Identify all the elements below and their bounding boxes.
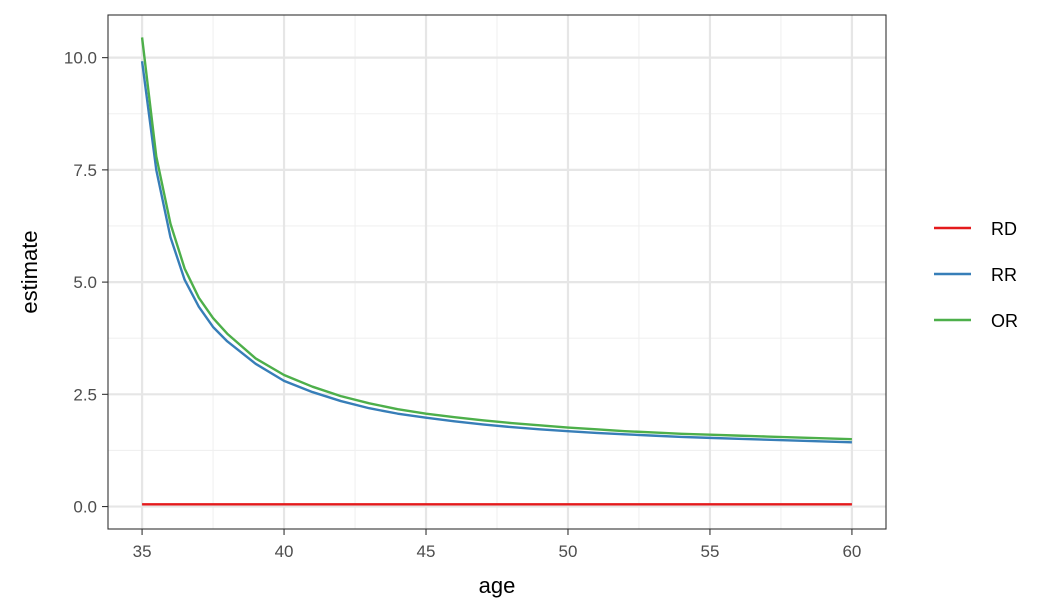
y-tick-label-0: 0.0 (73, 498, 97, 517)
x-tick-label-0: 35 (133, 542, 152, 561)
legend-item-rd: RD (934, 219, 1017, 239)
legend-item-rr: RR (934, 265, 1017, 285)
x-tick-label-1: 40 (275, 542, 294, 561)
x-axis-title: age (479, 573, 516, 598)
x-tick-label-3: 50 (559, 542, 578, 561)
x-tick-label-4: 55 (700, 542, 719, 561)
major-gridlines (108, 15, 886, 529)
series-lines (140, 37, 852, 506)
legend: RD RR OR (934, 219, 1018, 331)
legend-item-or: OR (934, 311, 1018, 331)
y-tick-label-1: 2.5 (73, 385, 97, 404)
minor-gridlines (108, 15, 886, 529)
legend-label-or: OR (991, 311, 1018, 331)
legend-label-rr: RR (991, 265, 1017, 285)
y-tick-label-3: 7.5 (73, 161, 97, 180)
legend-label-rd: RD (991, 219, 1017, 239)
y-axis: 0.0 2.5 5.0 7.5 10.0 (64, 49, 108, 517)
series-line-rr (140, 61, 852, 444)
x-axis: 35 40 45 50 55 60 (133, 529, 861, 561)
y-axis-title: estimate (17, 230, 42, 313)
y-tick-label-4: 10.0 (64, 49, 97, 68)
series-line-or (140, 37, 852, 441)
y-tick-label-2: 5.0 (73, 273, 97, 292)
x-tick-label-5: 60 (842, 542, 861, 561)
x-tick-label-2: 45 (417, 542, 436, 561)
plot-panel-border (107, 14, 887, 530)
